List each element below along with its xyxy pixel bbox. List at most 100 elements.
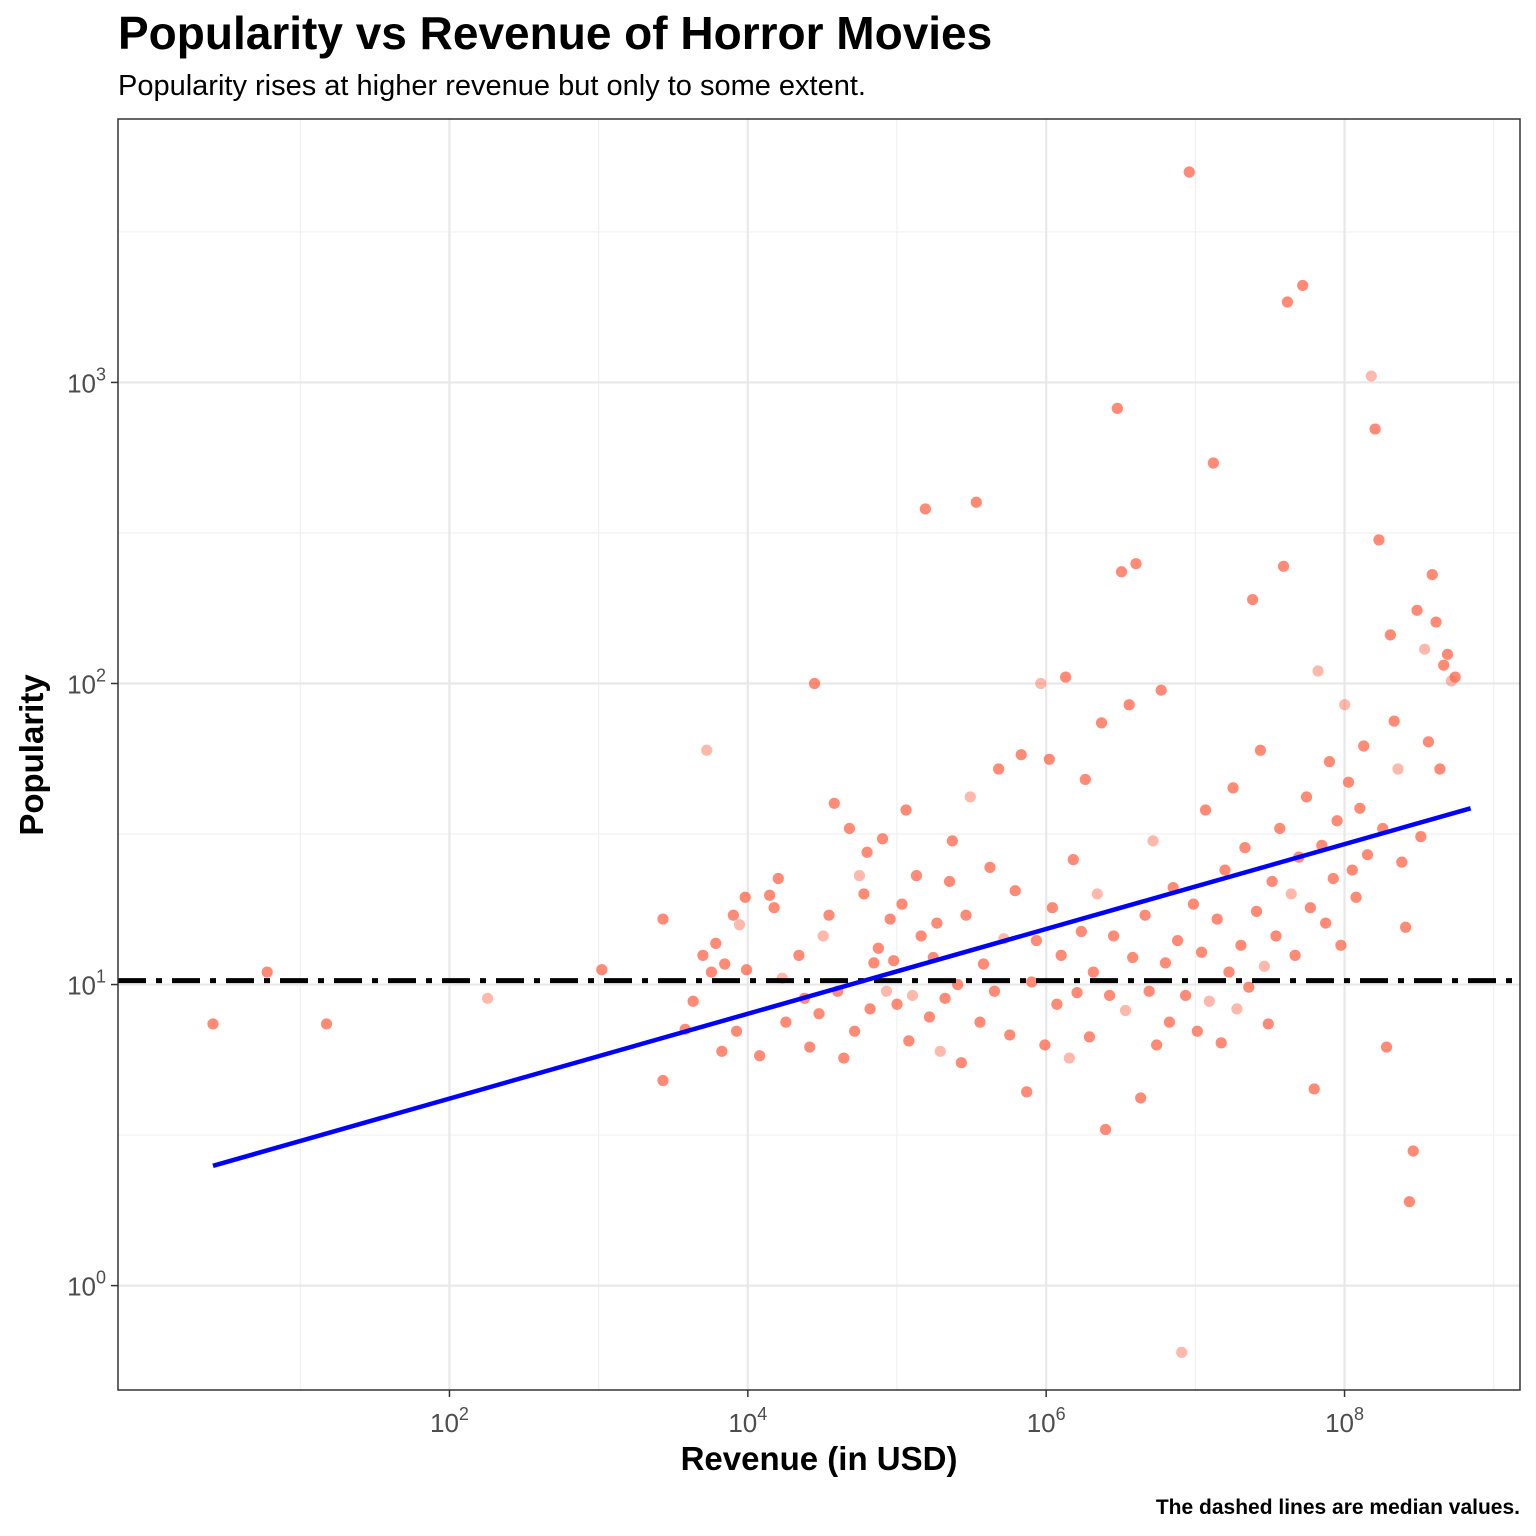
data-point — [1211, 913, 1223, 925]
data-point — [1195, 946, 1208, 958]
data-point — [1323, 756, 1336, 768]
data-point — [1373, 534, 1385, 546]
data-point — [1339, 699, 1351, 711]
data-point — [970, 496, 982, 508]
data-point — [1176, 1346, 1188, 1358]
data-point — [919, 503, 931, 515]
data-point — [1130, 558, 1142, 570]
data-point — [1203, 995, 1215, 1007]
data-point — [1191, 1025, 1203, 1037]
chart-title: Popularity vs Revenue of Horror Movies — [118, 7, 993, 59]
data-point — [1095, 717, 1108, 729]
data-point — [261, 966, 273, 978]
data-point — [1163, 1016, 1176, 1028]
data-point — [1171, 934, 1184, 947]
data-point — [931, 917, 943, 929]
data-point — [1021, 1086, 1033, 1098]
y-tick-label: 103 — [67, 364, 106, 398]
data-point — [739, 891, 751, 903]
data-point — [1123, 699, 1135, 711]
grid-lines — [118, 119, 1520, 1390]
data-point — [813, 1008, 825, 1020]
axes: 102 104 106 108 100 101 102 103 — [67, 118, 1521, 1438]
data-point — [861, 846, 873, 858]
data-point — [864, 1003, 876, 1015]
plot-background — [118, 119, 1520, 1390]
data-point — [1151, 1039, 1163, 1051]
data-point — [1060, 671, 1072, 683]
data-point — [1127, 951, 1139, 964]
data-point — [1270, 930, 1282, 942]
data-point — [1015, 749, 1027, 761]
reference-lines — [118, 806, 1520, 1168]
data-point — [772, 872, 784, 885]
data-point — [804, 1041, 816, 1053]
data-point — [891, 998, 903, 1010]
data-point — [1111, 402, 1123, 414]
data-point — [1392, 763, 1404, 775]
data-point — [903, 1035, 915, 1047]
data-point — [733, 919, 746, 931]
data-point — [1369, 423, 1381, 435]
data-point — [754, 1050, 766, 1062]
data-point — [843, 822, 856, 835]
data-point — [1207, 457, 1219, 469]
data-point — [838, 1052, 850, 1064]
data-point — [481, 992, 494, 1004]
data-point — [657, 1074, 669, 1087]
x-tick-label: 106 — [1027, 1404, 1066, 1438]
data-point — [858, 888, 870, 900]
data-point — [1243, 981, 1255, 993]
data-point — [1223, 966, 1235, 978]
data-point — [1422, 736, 1435, 748]
data-point — [1009, 885, 1021, 897]
data-point — [1046, 902, 1058, 914]
data-point — [596, 964, 608, 976]
data-point — [1266, 875, 1278, 888]
data-point — [1147, 835, 1159, 847]
data-point — [1304, 902, 1316, 914]
data-point — [1247, 593, 1259, 606]
data-point — [939, 992, 951, 1004]
data-point — [1438, 659, 1450, 671]
chart-caption: The dashed lines are median values. — [1155, 1496, 1520, 1519]
data-point — [823, 909, 835, 921]
data-point — [923, 1011, 936, 1023]
data-point — [1051, 998, 1063, 1010]
x-tick-label: 104 — [728, 1404, 767, 1438]
data-point — [884, 913, 896, 925]
data-point — [974, 1016, 986, 1028]
data-point — [1365, 370, 1377, 382]
x-tick-label: 102 — [430, 1404, 469, 1438]
data-point — [1434, 763, 1446, 775]
data-point — [701, 744, 713, 756]
data-point — [849, 1025, 861, 1037]
data-point — [1327, 872, 1339, 885]
data-point — [1400, 921, 1412, 933]
data-point — [915, 930, 927, 942]
data-point — [1235, 939, 1247, 951]
plot-border — [117, 118, 1521, 1391]
data-point — [764, 889, 776, 901]
data-point — [1289, 949, 1301, 961]
data-point — [880, 985, 893, 997]
data-point — [1254, 744, 1267, 756]
data-point — [1030, 934, 1043, 947]
data-point — [1335, 939, 1347, 951]
data-point — [1285, 888, 1297, 900]
data-point — [1103, 989, 1116, 1002]
data-point — [955, 1057, 967, 1069]
data-point — [1239, 842, 1251, 854]
data-point — [1099, 1123, 1112, 1136]
data-point — [1262, 1018, 1274, 1030]
data-point — [710, 937, 722, 949]
data-point — [1135, 1092, 1147, 1104]
data-point — [1312, 665, 1324, 677]
data-point — [1063, 1052, 1075, 1064]
data-point — [207, 1018, 219, 1030]
data-point — [1308, 1083, 1320, 1095]
data-point — [1075, 925, 1087, 938]
data-point — [1277, 560, 1290, 572]
data-point — [1139, 909, 1151, 921]
